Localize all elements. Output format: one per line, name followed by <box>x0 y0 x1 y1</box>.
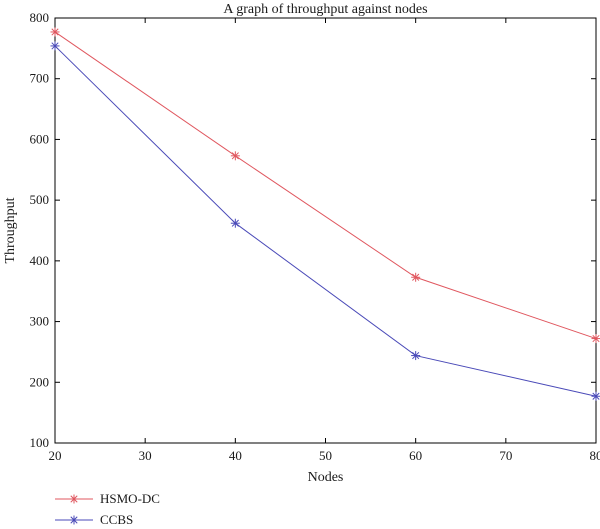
series-layer <box>50 27 600 401</box>
data-point-marker <box>411 351 421 361</box>
data-point-marker <box>591 334 600 344</box>
x-tick-label: 70 <box>499 448 512 463</box>
y-tick-label: 800 <box>30 10 50 25</box>
data-point-marker <box>230 218 240 228</box>
y-tick-label: 200 <box>30 374 50 389</box>
series-line-hsmo-dc <box>54 31 597 340</box>
legend-label: HSMO-DC <box>100 491 160 506</box>
y-tick-label: 700 <box>30 71 50 86</box>
y-tick-label: 400 <box>30 253 50 268</box>
chart-title: A graph of throughput against nodes <box>223 2 427 17</box>
y-tick-label: 600 <box>30 131 50 146</box>
x-axis-title: Nodes <box>308 470 344 485</box>
y-tick-label: 500 <box>30 192 50 207</box>
y-tick-label: 300 <box>30 314 50 329</box>
x-tick-label: 20 <box>49 448 62 463</box>
legend: HSMO-DC CCBS <box>55 491 160 527</box>
x-tick-label: 30 <box>139 448 152 463</box>
plot-area-frame <box>54 17 597 444</box>
data-point-marker <box>50 27 60 37</box>
y-tick-label: 100 <box>30 435 50 450</box>
data-point-marker <box>591 391 600 401</box>
y-axis: 100 200 300 400 500 600 700 800 <box>30 10 596 450</box>
series-line-ccbs <box>54 45 597 397</box>
legend-marker <box>69 515 79 525</box>
x-tick-label: 40 <box>229 448 242 463</box>
x-tick-label: 80 <box>590 448 600 463</box>
x-tick-label: 50 <box>319 448 332 463</box>
x-axis: 20 30 40 50 60 70 80 <box>49 18 600 463</box>
legend-marker <box>69 494 79 504</box>
legend-label: CCBS <box>100 512 133 527</box>
y-axis-title: Throughput <box>3 197 18 263</box>
x-tick-label: 60 <box>409 448 422 463</box>
data-point-marker <box>411 272 421 282</box>
data-point-marker <box>230 151 240 161</box>
data-point-marker <box>50 41 60 51</box>
